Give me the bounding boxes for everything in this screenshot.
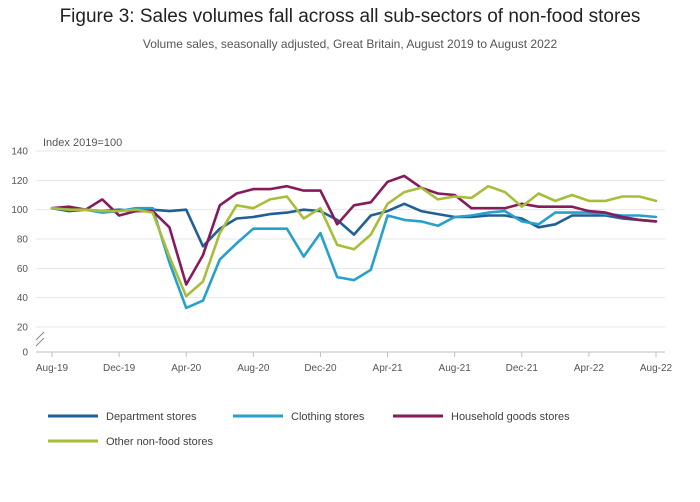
- legend-item: Clothing stores: [233, 411, 365, 423]
- series-line-other-non-food-stores: [50, 184, 658, 298]
- x-tick-label: Apr-20: [171, 363, 201, 374]
- legend-item: Other non-food stores: [48, 436, 214, 448]
- x-tick-label: Apr-21: [373, 363, 403, 374]
- series-lines: [50, 174, 658, 310]
- series-line-household-goods-stores: [50, 174, 658, 286]
- x-tick-label: Dec-20: [304, 363, 337, 374]
- x-tick-label: Dec-19: [103, 363, 136, 374]
- axes: 0 20 40 60 80 100 120 140 Aug-19 Dec-19 Apr-20 Aug-…: [11, 147, 672, 375]
- legend-label: Clothing stores: [291, 411, 365, 423]
- y-tick-label: 40: [17, 293, 29, 304]
- x-tick-label: Aug-22: [640, 363, 673, 374]
- x-tick-label: Dec-21: [506, 363, 539, 374]
- series-line-clothing-stores: [50, 206, 658, 310]
- y-tick-label: 20: [17, 323, 29, 334]
- x-tick-label: Aug-20: [237, 363, 270, 374]
- chart-subtitle: Volume sales, seasonally adjusted, Great…: [142, 37, 558, 51]
- axis-break-marker: [35, 331, 45, 347]
- y-tick-label: 80: [17, 235, 29, 246]
- y-tick-label: 120: [11, 176, 28, 187]
- y-tick-label: 0: [22, 348, 28, 359]
- x-tick-label: Aug-19: [36, 363, 69, 374]
- x-tick-label: Aug-21: [439, 363, 472, 374]
- y-tick-label: 60: [17, 264, 29, 275]
- legend-item: Department stores: [48, 411, 197, 423]
- y-tick-label: 100: [11, 205, 28, 216]
- gridlines: [36, 150, 665, 328]
- legend-label: Department stores: [106, 411, 197, 423]
- legend-label: Other non-food stores: [106, 436, 214, 448]
- chart-title: Figure 3: Sales volumes fall across all …: [59, 6, 641, 27]
- y-tick-label: 140: [11, 147, 28, 158]
- x-tick-label: Apr-22: [574, 363, 604, 374]
- legend: Department stores Clothing stores Househol…: [48, 411, 570, 448]
- legend-item: Household goods stores: [393, 411, 570, 423]
- legend-label: Household goods stores: [451, 411, 570, 423]
- y-axis-label: Index 2019=100: [43, 137, 122, 149]
